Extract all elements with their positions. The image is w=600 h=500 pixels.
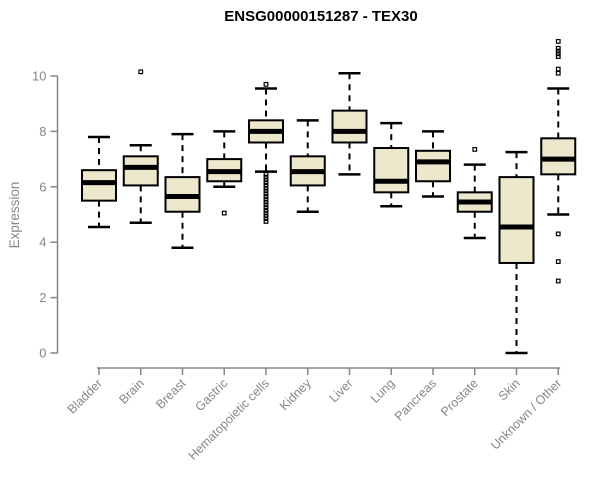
box bbox=[331, 109, 368, 144]
y-tick-label: 10 bbox=[32, 69, 46, 84]
outlier-point bbox=[263, 177, 269, 183]
outlier-point bbox=[263, 205, 269, 210]
outlier-point bbox=[263, 171, 269, 177]
outlier-point bbox=[263, 185, 269, 191]
outlier-point bbox=[472, 147, 478, 152]
outlier-point bbox=[263, 194, 269, 199]
outlier-point bbox=[263, 210, 269, 216]
outlier-point bbox=[263, 207, 269, 213]
outlier-point bbox=[263, 188, 269, 194]
outlier-point bbox=[263, 199, 269, 205]
y-tick-label: 4 bbox=[39, 235, 46, 250]
x-category-label: Hematopoietic cells bbox=[186, 376, 273, 463]
outlier-point bbox=[555, 48, 561, 54]
x-category-label: Breast bbox=[153, 376, 189, 412]
chart-title: ENSG00000151287 - TEX30 bbox=[224, 8, 418, 25]
x-category-label: Kidney bbox=[277, 376, 314, 413]
x-category-label: Prostate bbox=[438, 376, 481, 419]
outlier-point bbox=[555, 70, 561, 76]
outlier-point bbox=[221, 210, 227, 216]
x-category-label: Brain bbox=[116, 376, 147, 407]
y-tick-label: 0 bbox=[39, 346, 46, 361]
outlier-point bbox=[555, 278, 561, 284]
box bbox=[415, 149, 451, 183]
box bbox=[122, 155, 159, 187]
outlier-point bbox=[263, 191, 269, 197]
outlier-point bbox=[263, 196, 269, 202]
x-category-label: Pancreas bbox=[392, 376, 439, 423]
outlier-point bbox=[555, 231, 561, 237]
box bbox=[81, 169, 117, 202]
y-tick-label: 2 bbox=[39, 290, 46, 305]
y-tick-label: 6 bbox=[39, 179, 46, 194]
box bbox=[498, 176, 535, 264]
outlier-point bbox=[263, 219, 269, 224]
outlier-point bbox=[263, 81, 269, 87]
x-category-label: Unknown / Other bbox=[488, 376, 564, 452]
box bbox=[540, 137, 577, 176]
outlier-point bbox=[555, 54, 561, 60]
outlier-point bbox=[555, 51, 561, 57]
outlier-point bbox=[263, 183, 269, 188]
outlier-point bbox=[263, 202, 269, 208]
y-tick-label: 8 bbox=[39, 124, 46, 139]
x-category-label: Gastric bbox=[192, 376, 230, 414]
x-category-label: Skin bbox=[496, 376, 523, 403]
outlier-point bbox=[263, 213, 269, 219]
outlier-point bbox=[263, 174, 269, 180]
outlier-point bbox=[555, 45, 561, 51]
x-category-label: Bladder bbox=[65, 376, 105, 416]
outlier-point bbox=[263, 180, 269, 186]
outlier-point bbox=[555, 38, 561, 44]
box bbox=[373, 147, 410, 194]
outlier-point bbox=[555, 66, 561, 72]
outlier-point bbox=[555, 259, 561, 264]
x-category-label: Liver bbox=[327, 376, 356, 405]
outlier-point bbox=[263, 216, 269, 222]
outlier-point bbox=[138, 69, 144, 75]
x-category-label: Lung bbox=[368, 376, 398, 406]
y-axis-title: Expression bbox=[7, 181, 22, 249]
